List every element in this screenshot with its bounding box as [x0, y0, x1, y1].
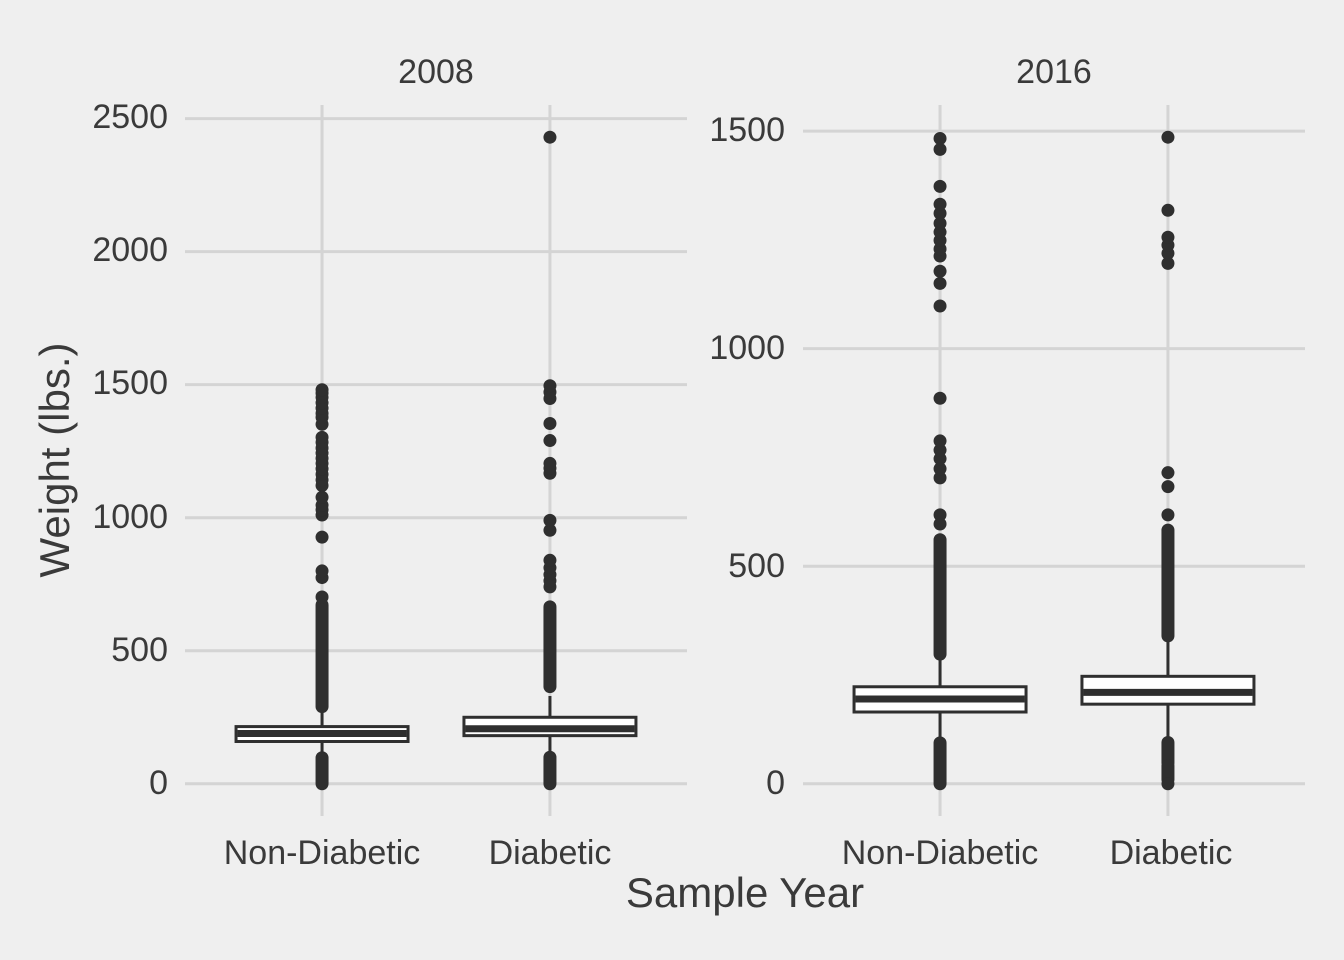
outlier-dot: [1161, 230, 1175, 244]
x-axis-title: Sample Year: [625, 869, 865, 916]
outlier-dot: [315, 590, 329, 604]
outlier-dot: [933, 462, 947, 476]
ytick-right-500: 500: [728, 547, 785, 585]
outlier-dot: [1161, 480, 1175, 494]
outlier-dot: [1161, 508, 1175, 522]
xcat-2008-diabetic: Diabetic: [488, 834, 612, 872]
outlier-dot: [543, 434, 557, 448]
outlier-dot: [543, 553, 557, 567]
xcat-2016-non-diabetic: Non-Diabetic: [841, 834, 1039, 872]
ytick-right-1500: 1500: [709, 111, 785, 149]
outlier-dot: [315, 430, 329, 444]
outlier-dot: [315, 530, 329, 544]
outlier-dot: [933, 508, 947, 522]
ytick-right-1000: 1000: [709, 329, 785, 367]
outlier-dot: [543, 379, 557, 393]
xcat-2008-non-diabetic: Non-Diabetic: [223, 834, 421, 872]
outlier-dot: [543, 513, 557, 527]
outlier-dot: [543, 456, 557, 470]
outlier-dot: [1161, 130, 1175, 144]
outlier-dot: [1161, 256, 1175, 270]
outlier-dot: [315, 383, 329, 397]
outlier-dot: [933, 132, 947, 146]
outlier-dot: [933, 517, 947, 531]
facet-title-2016: 2016: [1016, 53, 1092, 91]
outlier-dot: [933, 179, 947, 193]
outlier-dot: [933, 264, 947, 278]
ytick-left-500: 500: [111, 631, 168, 669]
y-axis-title: Weight (lbs.): [31, 342, 78, 578]
outlier-dot: [933, 434, 947, 448]
outlier-dot: [933, 206, 947, 220]
ytick-left-1500: 1500: [92, 364, 168, 402]
outlier-dot: [933, 299, 947, 313]
outlier-dot: [933, 471, 947, 485]
outlier-dot: [1161, 777, 1175, 791]
outlier-dot: [1161, 203, 1175, 217]
outlier-dot: [933, 391, 947, 405]
facet-title-2008: 2008: [398, 53, 474, 91]
ytick-left-1000: 1000: [92, 498, 168, 536]
outlier-dot: [315, 490, 329, 504]
outlier-dot: [543, 417, 557, 431]
outlier-dot: [933, 276, 947, 290]
outlier-dot: [1161, 466, 1175, 480]
outlier-dot: [933, 216, 947, 230]
outlier-dot: [933, 197, 947, 211]
outlier-dot: [933, 142, 947, 156]
outlier-dot: [543, 130, 557, 144]
outlier-dot: [933, 443, 947, 457]
outlier-dot: [543, 523, 557, 537]
ytick-right-0: 0: [766, 764, 785, 802]
outlier-dot: [315, 564, 329, 578]
ytick-left-2500: 2500: [92, 98, 168, 136]
ytick-left-0: 0: [149, 764, 168, 802]
ytick-left-2000: 2000: [92, 231, 168, 269]
xcat-2016-diabetic: Diabetic: [1109, 834, 1233, 872]
